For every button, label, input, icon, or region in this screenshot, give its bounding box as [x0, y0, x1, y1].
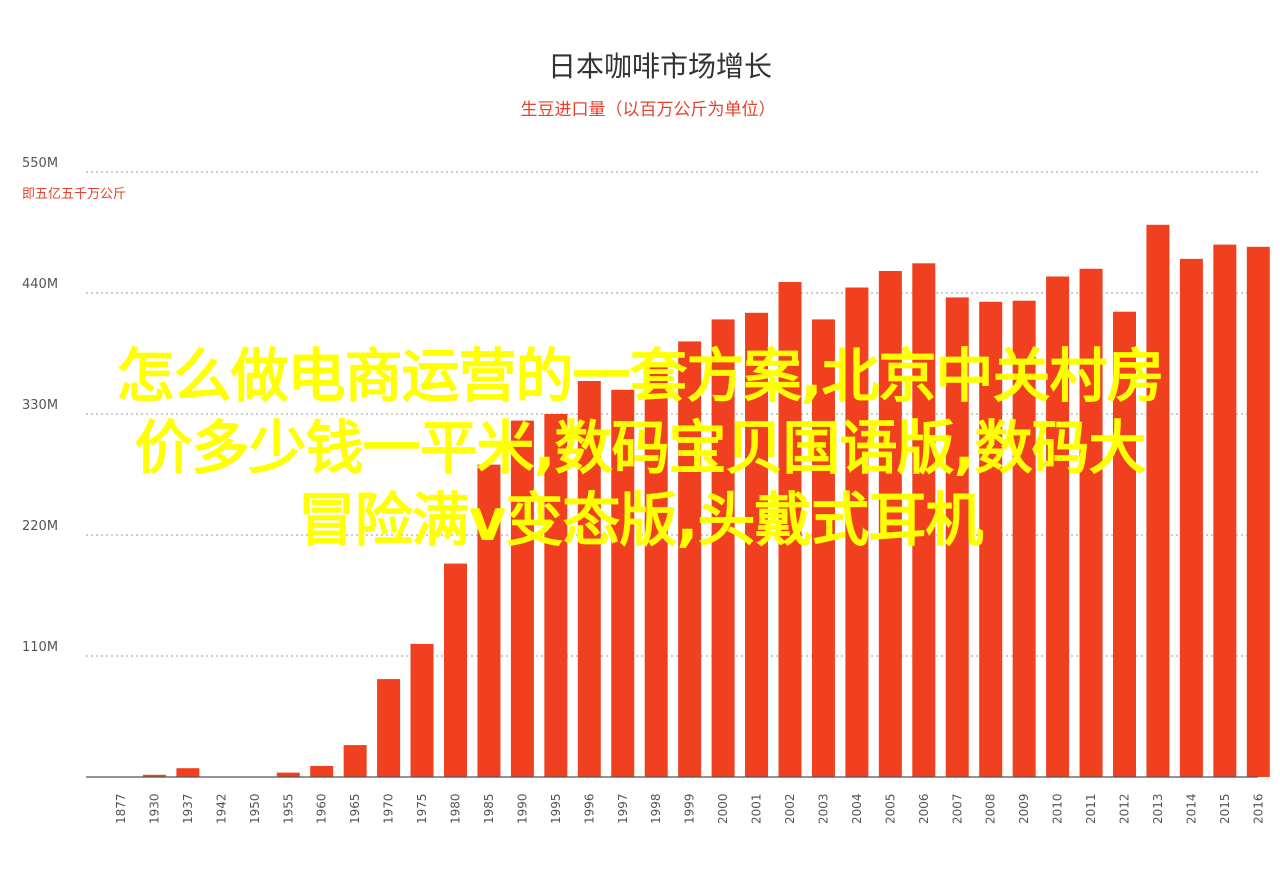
x-tick-label: 1980 — [449, 793, 463, 824]
x-tick-label: 2003 — [816, 793, 830, 824]
x-tick-label: 1985 — [482, 793, 496, 824]
bar-1965 — [343, 745, 367, 777]
x-tick-label: 2004 — [850, 793, 864, 824]
bar-2013 — [1146, 224, 1170, 778]
x-tick-label: 2000 — [716, 793, 730, 824]
y-tick-label: 440M — [22, 277, 58, 292]
bar-2012 — [1113, 311, 1136, 777]
y-tick-label: 550M — [22, 156, 58, 171]
x-tick-label: 2009 — [1017, 793, 1031, 824]
bar-1995 — [544, 414, 568, 777]
bar-2010 — [1046, 276, 1070, 777]
x-tick-label: 1877 — [114, 793, 128, 824]
x-tick-label: 1975 — [415, 793, 429, 824]
x-axis-ticks: 1877 1930 1937 1942 1950 1955 1960 1965 1970 1975… — [114, 793, 1265, 824]
x-tick-label: 2015 — [1218, 793, 1232, 824]
x-tick-label: 1999 — [683, 793, 697, 824]
bar-2006 — [912, 263, 936, 777]
bar-2014 — [1179, 258, 1203, 777]
x-tick-label: 1995 — [549, 793, 563, 824]
bar-1955 — [276, 772, 300, 777]
bar-1997 — [611, 389, 635, 777]
bar-1990 — [510, 420, 534, 777]
x-tick-label: 2012 — [1118, 793, 1132, 824]
x-tick-label: 2006 — [917, 793, 931, 824]
bar-1937 — [176, 768, 200, 777]
bar-2000 — [711, 319, 735, 777]
overlay-line-2: 价多少钱一平米,数码宝贝国语版,数码大 — [134, 414, 1146, 482]
overlay-line-3: 冒险满v变态版,头戴式耳机 — [297, 486, 984, 554]
bars — [142, 224, 1270, 778]
bar-2016 — [1246, 246, 1270, 778]
bar-2007 — [945, 297, 969, 777]
x-tick-label: 1937 — [181, 793, 195, 824]
y-tick-label: 330M — [22, 398, 58, 413]
x-tick-label: 2016 — [1251, 793, 1265, 824]
overlay-text: 怎么做电商运营的一套方案,北京中关村房 价多少钱一平米,数码宝贝国语版,数码大 … — [0, 340, 1280, 556]
x-tick-label: 1970 — [382, 793, 396, 824]
x-tick-label: 1950 — [248, 793, 262, 824]
x-tick-label: 2013 — [1151, 793, 1165, 824]
y-axis-ticks: 110M 220M 330M 440M 550M — [22, 156, 58, 655]
x-tick-label: 1997 — [616, 793, 630, 824]
x-tick-label: 1955 — [281, 793, 295, 824]
bar-2008 — [979, 301, 1003, 777]
x-tick-label: 2011 — [1084, 793, 1098, 824]
bar-2009 — [1012, 300, 1036, 777]
unit-note: 即五亿五千万公斤 — [22, 187, 126, 202]
bar-2005 — [878, 271, 902, 777]
bar-1970 — [377, 679, 401, 777]
bar-2011 — [1079, 268, 1103, 777]
x-tick-label: 2014 — [1184, 793, 1198, 824]
x-tick-label: 1996 — [582, 793, 596, 824]
x-tick-label: 1990 — [515, 793, 529, 824]
bar-1975 — [410, 643, 434, 777]
x-tick-label: 2005 — [883, 793, 897, 824]
chart-title: 日本咖啡市场增长 — [548, 50, 772, 83]
bar-1996 — [577, 381, 601, 777]
x-tick-label: 1965 — [348, 793, 362, 824]
x-tick-label: 2002 — [783, 793, 797, 824]
x-tick-label: 2010 — [1051, 793, 1065, 824]
bar-1985 — [477, 464, 501, 777]
y-tick-label: 220M — [22, 519, 58, 534]
bar-2004 — [845, 287, 869, 777]
bar-2015 — [1213, 244, 1237, 778]
x-tick-label: 1930 — [147, 793, 161, 824]
bar-1960 — [310, 766, 334, 777]
y-tick-label: 110M — [22, 640, 58, 655]
bar-1980 — [444, 563, 467, 777]
bar-2002 — [778, 282, 802, 777]
x-tick-label: 2007 — [950, 793, 964, 824]
x-tick-label: 1998 — [649, 793, 663, 824]
x-tick-label: 1960 — [315, 793, 329, 824]
x-tick-label: 2001 — [750, 793, 764, 824]
bar-1930 — [142, 774, 166, 777]
chart-subtitle: 生豆进口量（以百万公斤为单位） — [521, 100, 776, 120]
bar-1999 — [678, 341, 702, 777]
bar-1998 — [644, 365, 668, 777]
x-tick-label: 2008 — [984, 793, 998, 824]
bar-2001 — [745, 312, 769, 777]
overlay-line-1: 怎么做电商运营的一套方案,北京中关村房 — [116, 342, 1164, 410]
bar-2003 — [811, 319, 835, 777]
x-tick-label: 1942 — [214, 793, 228, 824]
